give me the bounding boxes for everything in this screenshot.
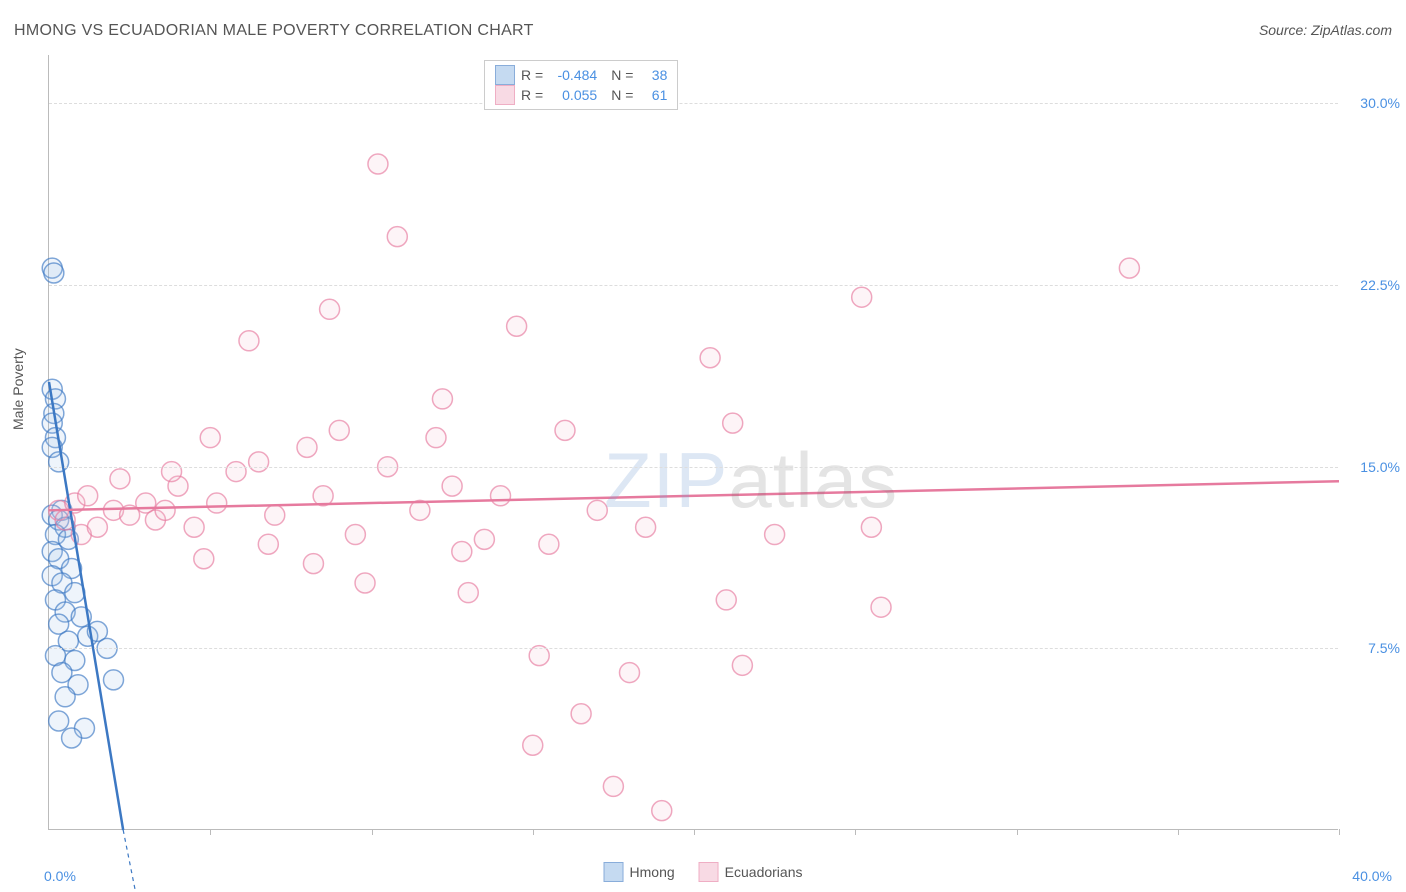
- scatter-point-ecuadorians: [587, 500, 607, 520]
- chart-title: HMONG VS ECUADORIAN MALE POVERTY CORRELA…: [14, 22, 534, 40]
- scatter-point-ecuadorians: [1119, 258, 1139, 278]
- scatter-point-ecuadorians: [329, 420, 349, 440]
- scatter-point-ecuadorians: [458, 583, 478, 603]
- legend-swatch-ecuadorians: [699, 862, 719, 882]
- scatter-point-ecuadorians: [239, 331, 259, 351]
- scatter-point-ecuadorians: [603, 776, 623, 796]
- scatter-point-ecuadorians: [155, 500, 175, 520]
- scatter-point-ecuadorians: [723, 413, 743, 433]
- source-attribution: Source: ZipAtlas.com: [1259, 22, 1392, 38]
- swatch-ecuadorians: [495, 85, 515, 105]
- plot-area: ZIPatlas 7.5%15.0%22.5%30.0%: [48, 55, 1338, 830]
- stats-legend-box: R = -0.484 N = 38 R = 0.055 N = 61: [484, 60, 678, 110]
- scatter-point-ecuadorians: [387, 227, 407, 247]
- scatter-point-ecuadorians: [523, 735, 543, 755]
- scatter-point-ecuadorians: [652, 801, 672, 821]
- xtick: [694, 829, 695, 835]
- legend-label: Hmong: [630, 864, 675, 880]
- stats-row-hmong: R = -0.484 N = 38: [495, 65, 667, 85]
- scatter-point-hmong: [49, 711, 69, 731]
- scatter-point-ecuadorians: [620, 663, 640, 683]
- scatter-point-ecuadorians: [507, 316, 527, 336]
- regression-ext-hmong: [123, 830, 152, 892]
- scatter-point-ecuadorians: [87, 517, 107, 537]
- n-label: N =: [611, 67, 633, 83]
- ytick-label: 22.5%: [1345, 277, 1400, 293]
- scatter-point-hmong: [44, 263, 64, 283]
- ytick-label: 30.0%: [1345, 95, 1400, 111]
- scatter-point-ecuadorians: [110, 469, 130, 489]
- scatter-point-ecuadorians: [636, 517, 656, 537]
- ytick-label: 7.5%: [1345, 640, 1400, 656]
- scatter-point-ecuadorians: [539, 534, 559, 554]
- scatter-point-ecuadorians: [194, 549, 214, 569]
- regression-line-ecuadorians: [49, 481, 1339, 510]
- xtick: [1178, 829, 1179, 835]
- scatter-point-ecuadorians: [368, 154, 388, 174]
- swatch-hmong: [495, 65, 515, 85]
- scatter-point-ecuadorians: [200, 428, 220, 448]
- scatter-point-ecuadorians: [258, 534, 278, 554]
- r-label: R =: [521, 67, 543, 83]
- gridline: [49, 648, 1338, 649]
- scatter-point-ecuadorians: [765, 525, 785, 545]
- scatter-point-ecuadorians: [78, 486, 98, 506]
- x-origin-label: 0.0%: [44, 868, 76, 884]
- scatter-point-ecuadorians: [871, 597, 891, 617]
- stats-row-ecuadorians: R = 0.055 N = 61: [495, 85, 667, 105]
- xtick: [210, 829, 211, 835]
- legend-item-ecuadorians: Ecuadorians: [699, 862, 803, 882]
- xtick: [533, 829, 534, 835]
- scatter-point-ecuadorians: [184, 517, 204, 537]
- scatter-point-ecuadorians: [474, 529, 494, 549]
- scatter-point-ecuadorians: [861, 517, 881, 537]
- gridline: [49, 467, 1338, 468]
- xtick: [855, 829, 856, 835]
- plot-svg: [49, 55, 1338, 829]
- scatter-point-ecuadorians: [432, 389, 452, 409]
- r-value: -0.484: [549, 67, 597, 83]
- scatter-point-ecuadorians: [732, 655, 752, 675]
- scatter-point-hmong: [62, 728, 82, 748]
- legend-bottom: Hmong Ecuadorians: [604, 862, 803, 882]
- scatter-point-ecuadorians: [303, 554, 323, 574]
- scatter-point-ecuadorians: [442, 476, 462, 496]
- scatter-point-ecuadorians: [249, 452, 269, 472]
- legend-label: Ecuadorians: [725, 864, 803, 880]
- scatter-point-ecuadorians: [355, 573, 375, 593]
- x-max-label: 40.0%: [1352, 868, 1392, 884]
- scatter-point-ecuadorians: [297, 437, 317, 457]
- gridline: [49, 103, 1338, 104]
- scatter-point-ecuadorians: [571, 704, 591, 724]
- legend-item-hmong: Hmong: [604, 862, 675, 882]
- scatter-point-ecuadorians: [162, 462, 182, 482]
- ytick-label: 15.0%: [1345, 459, 1400, 475]
- scatter-point-ecuadorians: [320, 299, 340, 319]
- scatter-point-ecuadorians: [491, 486, 511, 506]
- gridline: [49, 285, 1338, 286]
- scatter-point-hmong: [55, 687, 75, 707]
- r-value: 0.055: [549, 87, 597, 103]
- legend-swatch-hmong: [604, 862, 624, 882]
- scatter-point-ecuadorians: [426, 428, 446, 448]
- scatter-point-ecuadorians: [700, 348, 720, 368]
- scatter-point-ecuadorians: [452, 541, 472, 561]
- n-value: 38: [639, 67, 667, 83]
- scatter-point-ecuadorians: [852, 287, 872, 307]
- scatter-point-hmong: [49, 452, 69, 472]
- y-axis-label: Male Poverty: [10, 348, 26, 430]
- xtick: [1017, 829, 1018, 835]
- scatter-point-ecuadorians: [555, 420, 575, 440]
- scatter-point-ecuadorians: [226, 462, 246, 482]
- n-label: N =: [611, 87, 633, 103]
- xtick: [1339, 829, 1340, 835]
- r-label: R =: [521, 87, 543, 103]
- scatter-point-hmong: [104, 670, 124, 690]
- scatter-point-ecuadorians: [716, 590, 736, 610]
- scatter-point-ecuadorians: [265, 505, 285, 525]
- xtick: [372, 829, 373, 835]
- scatter-point-ecuadorians: [345, 525, 365, 545]
- scatter-point-ecuadorians: [207, 493, 227, 513]
- n-value: 61: [639, 87, 667, 103]
